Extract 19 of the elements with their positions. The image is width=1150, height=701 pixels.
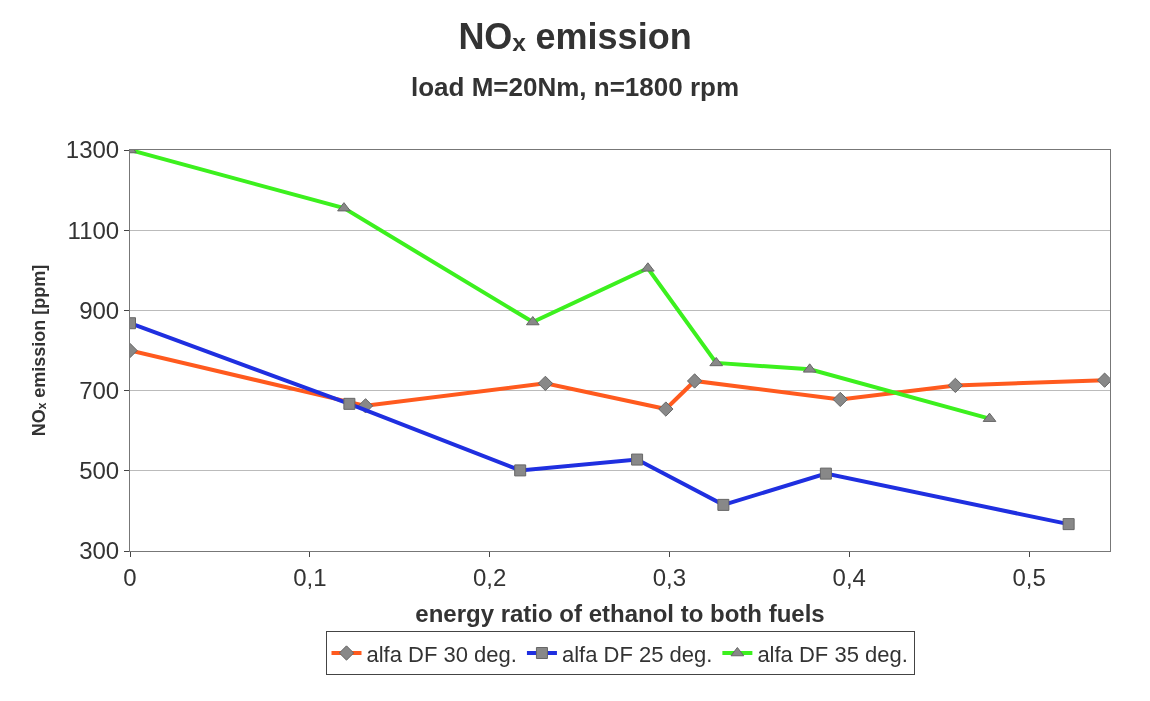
- x-tick-label: 0: [123, 563, 137, 591]
- y-tick-label: 500: [79, 457, 120, 485]
- x-tick-label: 0,1: [293, 563, 327, 591]
- x-tick-label: 0,2: [472, 563, 507, 591]
- chart-title: NOₓ emission: [458, 16, 692, 58]
- legend-label: alfa DF 35 deg.: [757, 641, 908, 667]
- legend-label: alfa DF 30 deg.: [366, 641, 517, 667]
- x-axis-title: energy ratio of ethanol to both fuels: [415, 600, 825, 628]
- y-tick-label: 1300: [65, 136, 120, 164]
- y-tick-label: 900: [79, 296, 120, 324]
- x-tick-label: 0,4: [832, 563, 866, 591]
- y-axis-title: NOₓ emission [ppm]: [29, 264, 50, 437]
- legend-label: alfa DF 25 deg.: [561, 641, 713, 667]
- y-tick-label: 300: [79, 537, 120, 565]
- x-tick-label: 0,3: [652, 563, 687, 591]
- chart-subtitle: load M=20Nm, n=1800 rpm: [410, 71, 740, 102]
- y-tick-label: 1100: [67, 216, 120, 244]
- y-tick-label: 700: [79, 377, 120, 404]
- x-tick-label: 0,5: [1012, 563, 1046, 591]
